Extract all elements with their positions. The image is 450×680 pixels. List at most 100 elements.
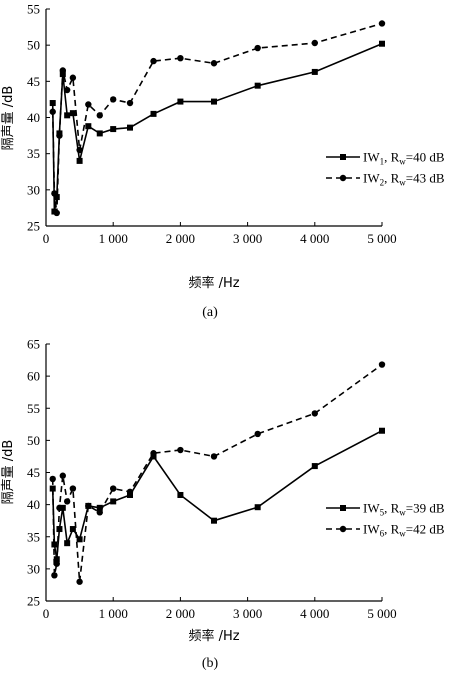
x-tick-label: 1 000: [99, 231, 128, 246]
data-point: [96, 509, 103, 516]
data-point: [49, 108, 56, 115]
data-point: [96, 130, 103, 137]
data-point: [51, 572, 58, 579]
data-point: [59, 504, 66, 511]
data-point: [177, 54, 184, 62]
data-point: [53, 209, 60, 217]
series-line-2: [51, 22, 383, 214]
x-tick-label: 0: [43, 231, 50, 246]
data-point: [126, 99, 134, 107]
data-point: [49, 100, 56, 107]
data-point: [126, 488, 134, 495]
data-point: [379, 427, 385, 434]
figure-caption: (a): [202, 305, 218, 320]
data-point: [56, 526, 63, 533]
y-tick-label: 45: [27, 74, 40, 89]
x-tick-label: 3 000: [233, 606, 262, 621]
data-point: [85, 123, 92, 130]
x-tick-label: 3 000: [233, 231, 262, 246]
data-point: [76, 536, 83, 543]
y-tick-label: 55: [27, 401, 40, 416]
y-tick-label: 50: [27, 38, 40, 53]
data-point: [254, 82, 261, 89]
data-point: [64, 540, 71, 547]
series-line-1: [51, 429, 383, 560]
data-point: [127, 124, 133, 131]
series-line-1: [51, 42, 383, 212]
data-point: [311, 410, 318, 417]
data-point: [311, 39, 318, 47]
y-tick-label: 35: [27, 529, 40, 544]
data-point: [59, 67, 66, 74]
data-point: [59, 472, 66, 479]
legend-label: IW2, Rw=43 dB: [363, 171, 445, 188]
y-tick-label: 35: [27, 146, 40, 161]
y-tick-label: 40: [27, 497, 40, 512]
data-point: [64, 112, 71, 119]
data-point: [150, 110, 157, 117]
data-point: [53, 560, 60, 567]
data-point: [49, 485, 56, 492]
data-point: [110, 498, 117, 505]
data-point: [96, 504, 103, 511]
data-point: [378, 361, 386, 368]
data-point: [210, 453, 218, 460]
series-line-2: [51, 363, 383, 582]
data-point: [56, 132, 63, 139]
legend-marker: [339, 174, 347, 182]
y-tick-label: 55: [27, 2, 40, 17]
data-point: [110, 485, 117, 492]
x-tick-label: 0: [43, 606, 50, 621]
y-tick-label: 60: [27, 369, 40, 384]
data-point: [76, 157, 83, 164]
data-point: [210, 60, 218, 67]
data-point: [311, 463, 318, 470]
legend-label: IW1, Rw=40 dB: [363, 150, 445, 167]
y-tick-label: 25: [27, 219, 40, 234]
chart-panel-1: 25 30 35 40 45 50 55 0 1 000 2 000 3 000 4 000 5 000…: [1, 2, 445, 321]
x-tick-label: 1 000: [99, 606, 128, 621]
data-point: [254, 44, 261, 52]
data-point: [150, 450, 157, 457]
data-point: [211, 517, 217, 524]
x-tick-label: 4 000: [300, 606, 329, 621]
data-point: [69, 110, 76, 117]
x-tick-label: 5 000: [367, 606, 396, 621]
data-point: [177, 98, 184, 105]
x-axis-label: 频率 /Hz: [188, 275, 239, 291]
data-point: [254, 430, 261, 438]
x-tick-label: 5 000: [367, 231, 396, 246]
legend-marker: [340, 154, 346, 160]
y-tick-label: 25: [27, 594, 40, 609]
x-axis-label: 频率 /Hz: [188, 628, 239, 644]
figure-caption: (b): [202, 656, 219, 671]
y-tick-label: 30: [27, 182, 40, 197]
data-point: [53, 194, 60, 201]
x-tick-label: 2 000: [166, 606, 195, 621]
legend-label: IW5, Rw=39 dB: [363, 501, 445, 518]
data-point: [378, 20, 386, 27]
data-point: [150, 57, 157, 65]
data-point: [211, 98, 217, 105]
data-point: [379, 40, 385, 47]
legend-label: IW6, Rw=42 dB: [363, 522, 445, 539]
legend-marker: [340, 505, 346, 511]
legend-marker: [339, 525, 347, 533]
data-point: [63, 498, 71, 505]
data-point: [254, 504, 261, 511]
y-tick-label: 65: [27, 337, 40, 352]
data-point: [76, 146, 83, 154]
data-point: [69, 526, 76, 533]
data-point: [150, 453, 157, 460]
y-axis-label: 隔声量 /dB: [1, 86, 16, 151]
y-tick-label: 50: [27, 433, 40, 448]
data-point: [69, 485, 77, 492]
data-point: [56, 504, 63, 512]
data-point: [76, 578, 83, 585]
data-point: [177, 491, 184, 498]
y-tick-label: 45: [27, 465, 40, 480]
data-point: [49, 475, 56, 483]
y-tick-label: 40: [27, 110, 40, 125]
x-tick-label: 2 000: [166, 231, 195, 246]
